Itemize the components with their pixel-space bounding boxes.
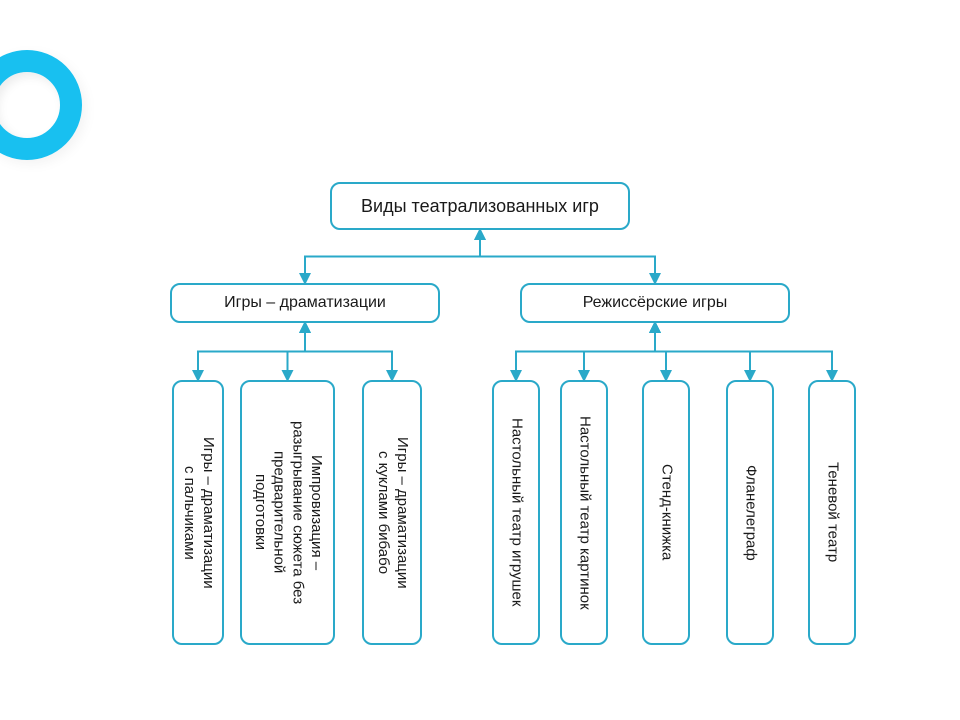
node-bibabo: Игры – драматизации с куклами бибабо — [362, 380, 422, 645]
node-picture-theater: Настольный театр картинок — [560, 380, 608, 645]
node-shadow-theater-label: Теневой театр — [823, 462, 842, 562]
decoration-ring — [0, 50, 82, 160]
node-toy-theater-label: Настольный театр игрушек — [507, 418, 526, 606]
node-dramatization: Игры – драматизации — [170, 283, 440, 323]
node-dramatization-label: Игры – драматизации — [224, 294, 386, 312]
node-bibabo-label: Игры – драматизации с куклами бибабо — [373, 437, 411, 589]
node-fingers: Игры – драматизации с пальчиками — [172, 380, 224, 645]
node-shadow-theater: Теневой театр — [808, 380, 856, 645]
node-directors-label: Режиссёрские игры — [583, 294, 728, 312]
node-root: Виды театрализованных игр — [330, 182, 630, 230]
node-flannelgraph: Фланелеграф — [726, 380, 774, 645]
node-improv-label: Импровизация – разыгрывание сюжета без п… — [250, 421, 325, 604]
node-directors: Режиссёрские игры — [520, 283, 790, 323]
node-toy-theater: Настольный театр игрушек — [492, 380, 540, 645]
node-root-label: Виды театрализованных игр — [361, 196, 599, 217]
node-stand-book-label: Стенд-книжка — [657, 464, 676, 560]
node-fingers-label: Игры – драматизации с пальчиками — [179, 437, 217, 589]
node-picture-theater-label: Настольный театр картинок — [575, 416, 594, 610]
node-stand-book: Стенд-книжка — [642, 380, 690, 645]
node-flannelgraph-label: Фланелеграф — [741, 465, 760, 561]
node-improv: Импровизация – разыгрывание сюжета без п… — [240, 380, 335, 645]
